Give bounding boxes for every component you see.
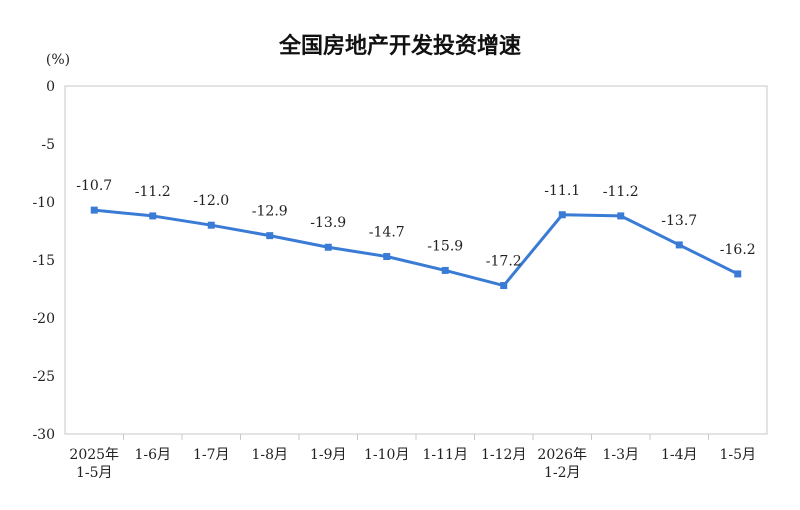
x-tick-label: 1-10月 [364,447,409,463]
data-labels: -10.7 -11.2 -12.0 -12.9 -13.9 -14.7 -15.9 -17.2… [76,178,755,269]
y-tick-label: -20 [32,311,55,327]
x-tick-label: 1-4月 [661,447,698,463]
data-label: -13.7 [661,213,697,229]
data-point [441,266,449,274]
x-tick-label: 2026年 1-2月 [537,447,587,481]
data-point [266,232,274,240]
data-point [90,206,98,214]
series-line-group [90,206,742,290]
x-tick-label: 1-9月 [310,447,347,463]
y-axis: 0 -5 -10 -15 -20 -25 -30 [32,79,55,443]
data-point [149,212,157,220]
data-label: -16.2 [720,242,756,258]
y-tick-label: 0 [46,79,55,95]
y-tick-label: -15 [32,253,55,269]
data-label: -14.7 [369,225,405,241]
data-label: -12.9 [252,204,288,220]
x-tick-label: 1-8月 [251,447,288,463]
data-point [324,243,332,251]
data-point [734,270,742,278]
y-tick-label: -25 [32,369,55,385]
data-label: -11.2 [603,184,639,200]
x-tick-label: 1-5月 [719,447,756,463]
x-tick-label: 1-3月 [602,447,639,463]
y-tick-label: -30 [32,427,55,443]
data-label: -11.1 [544,183,580,199]
data-label: -10.7 [76,178,112,194]
x-tick-label: 1-6月 [134,447,171,463]
data-label: -11.2 [135,184,171,200]
x-tick-label: 1-7月 [193,447,230,463]
data-point [617,212,625,220]
data-label: -15.9 [427,238,463,254]
y-axis-label: (%) [46,52,70,68]
data-label: -12.0 [193,193,229,209]
data-label: -17.2 [486,254,522,270]
data-point [500,282,508,290]
data-point [558,211,566,219]
y-tick-label: -10 [32,195,55,211]
plot-area [64,85,768,435]
data-point [675,241,683,249]
x-tick-label: 1-11月 [423,447,468,463]
x-tick-label: 2025年 1-5月 [69,447,119,481]
x-axis: 2025年 1-5月 1-6月 1-7月 1-8月 1-9月 1-10月 1-11月 1-12月… [69,434,756,481]
series-line [94,208,739,288]
data-label: -13.9 [310,215,346,231]
chart-title: 全国房地产开发投资增速 [278,33,521,59]
y-tick-label: -5 [41,137,55,153]
x-tick-label: 1-12月 [481,447,526,463]
data-point [383,253,391,261]
data-point [207,221,215,229]
